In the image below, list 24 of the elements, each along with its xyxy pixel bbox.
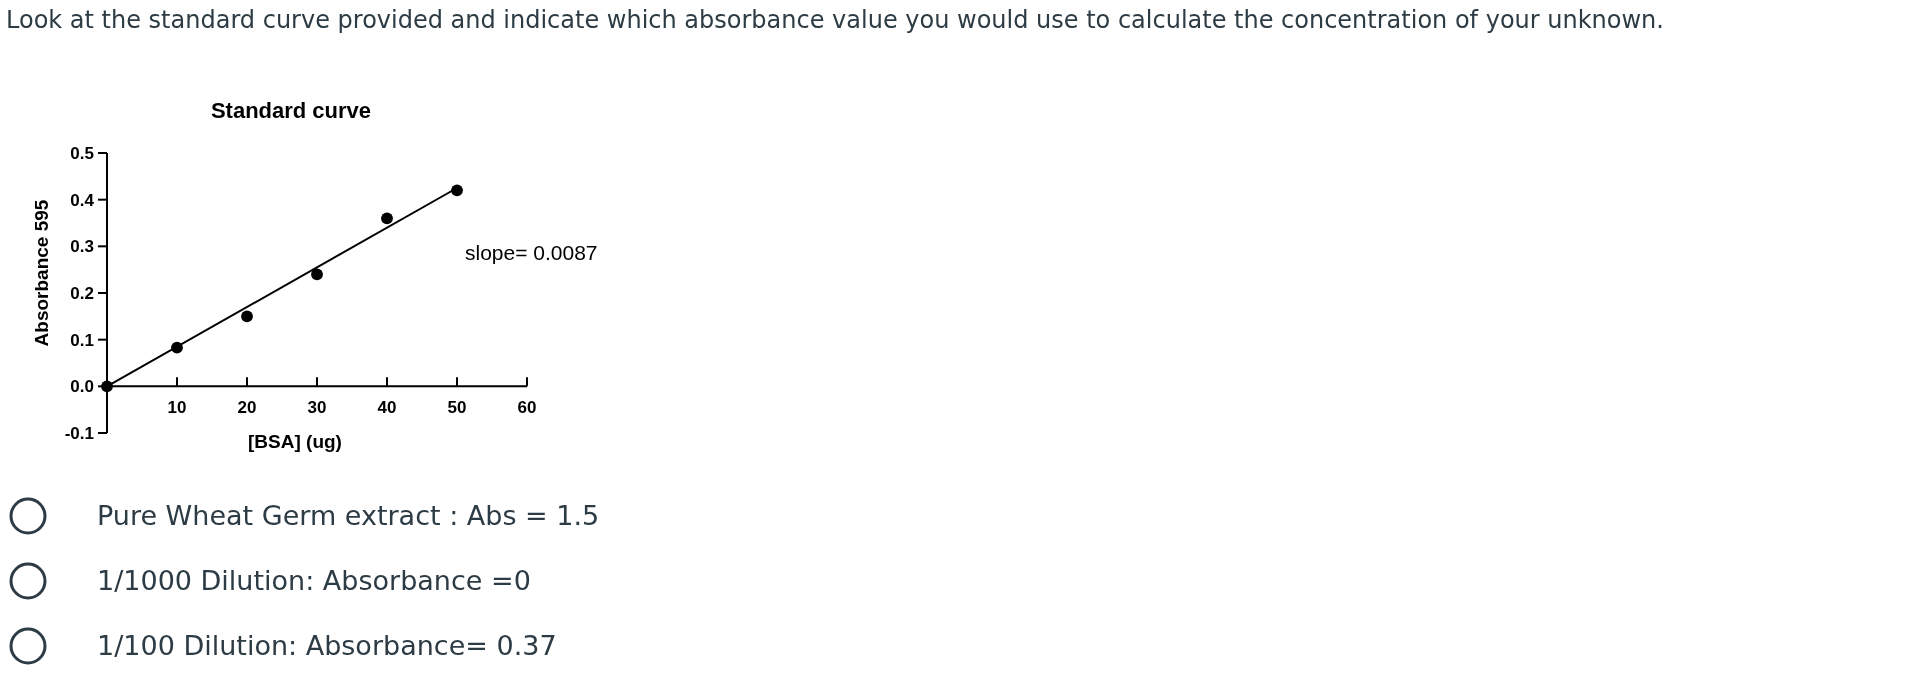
x-axis-title: [BSA] (ug) (248, 431, 342, 452)
y-tick-label: -0.1 (64, 423, 94, 443)
y-tick-label: 0.1 (70, 330, 94, 350)
y-tick-label: 0.0 (70, 377, 94, 397)
text: 1/100 Dilution: Absorbance= 0.37 (97, 630, 557, 662)
text: 1/1000 Dilution: Absorbance =0 (97, 565, 531, 597)
y-tick-label: 0.4 (70, 190, 95, 210)
y-tick-label: 0.5 (70, 143, 94, 163)
y-tick-label: 0.3 (70, 237, 94, 257)
point (381, 212, 393, 225)
y-axis-title: Absorbance 595 (31, 199, 52, 347)
x-tick-label: 40 (377, 398, 397, 418)
x-tick-label: 50 (447, 398, 467, 418)
x-tick-label: 30 (307, 398, 327, 418)
y-tick-label: 0.2 (70, 283, 94, 303)
x-tick-label: 20 (237, 398, 257, 418)
point (241, 310, 253, 323)
x-tick-label: 60 (517, 398, 537, 418)
x-tick-label: 10 (167, 398, 187, 418)
text: Look at the standard curve provided and indicate which absorbance value you would use to calculate the concentration of your unknown. (6, 6, 1664, 34)
annotation: slope= 0.0087 (465, 241, 598, 264)
point (311, 268, 323, 281)
text: Pure Wheat Germ extract : Abs = 1.5 (97, 500, 600, 532)
chart-title: Standard curve (210, 98, 372, 123)
